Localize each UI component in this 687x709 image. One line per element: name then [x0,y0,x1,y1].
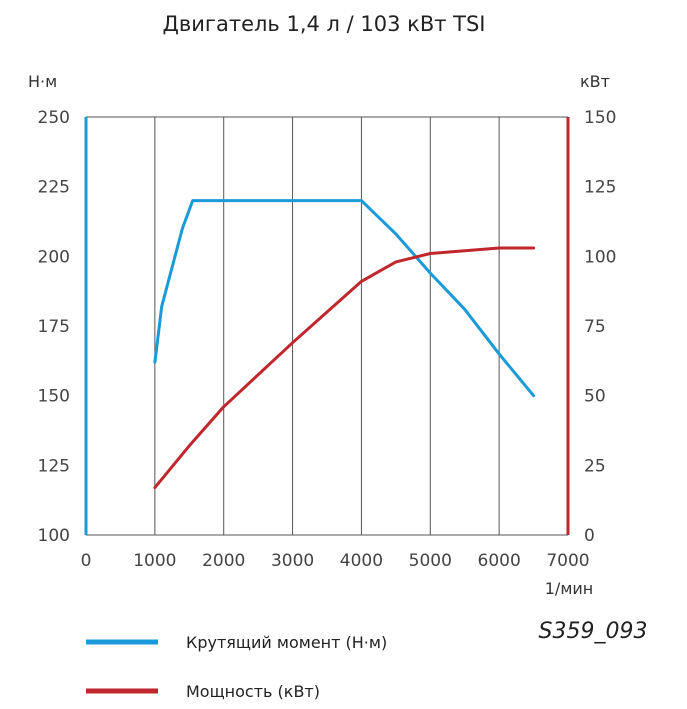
tick-labels: 0 1000 2000 3000 4000 5000 6000 700010012515017… [38,108,617,571]
chart-title: Двигатель 1,4 л / 103 кВт TSI [163,12,486,36]
y-right-tick-label: 25 [584,456,606,476]
y-right-tick-label: 100 [584,247,616,267]
x-tick-label: 3000 [271,551,314,571]
legend-label-torque: Крутящий момент (Н·м) [186,633,387,652]
y-left-tick-label: 100 [38,526,70,546]
y-left-tick-label: 175 [38,317,70,337]
x-tick-label: 2000 [202,551,245,571]
y-left-tick-label: 250 [38,108,70,128]
x-tick-label: 0 [81,551,92,571]
y-right-tick-label: 0 [584,526,595,546]
legend: Крутящий момент (Н·м) Мощность (кВт) [86,633,387,701]
power-line [153,246,536,490]
y-right-tick-label: 150 [584,108,616,128]
x-tick-label: 7000 [546,551,589,571]
right-axis-unit: кВт [580,72,610,91]
x-tick-label: 5000 [409,551,452,571]
axes [84,117,570,535]
series [153,199,536,490]
y-left-tick-label: 200 [38,247,70,267]
y-left-tick-label: 150 [38,387,70,407]
figure-code: S359_093 [539,619,648,644]
torque-line [153,199,536,398]
y-right-tick-label: 50 [584,387,606,407]
x-tick-label: 4000 [340,551,383,571]
y-left-tick-label: 125 [38,456,70,476]
x-tick-label: 6000 [478,551,521,571]
legend-label-power: Мощность (кВт) [186,682,320,701]
left-axis-unit: Н·м [28,72,57,91]
x-tick-label: 1000 [133,551,176,571]
x-axis-unit: 1/мин [545,579,594,598]
y-right-tick-label: 125 [584,178,616,198]
grid [86,116,568,536]
y-left-tick-label: 225 [38,178,70,198]
y-right-tick-label: 75 [584,317,606,337]
